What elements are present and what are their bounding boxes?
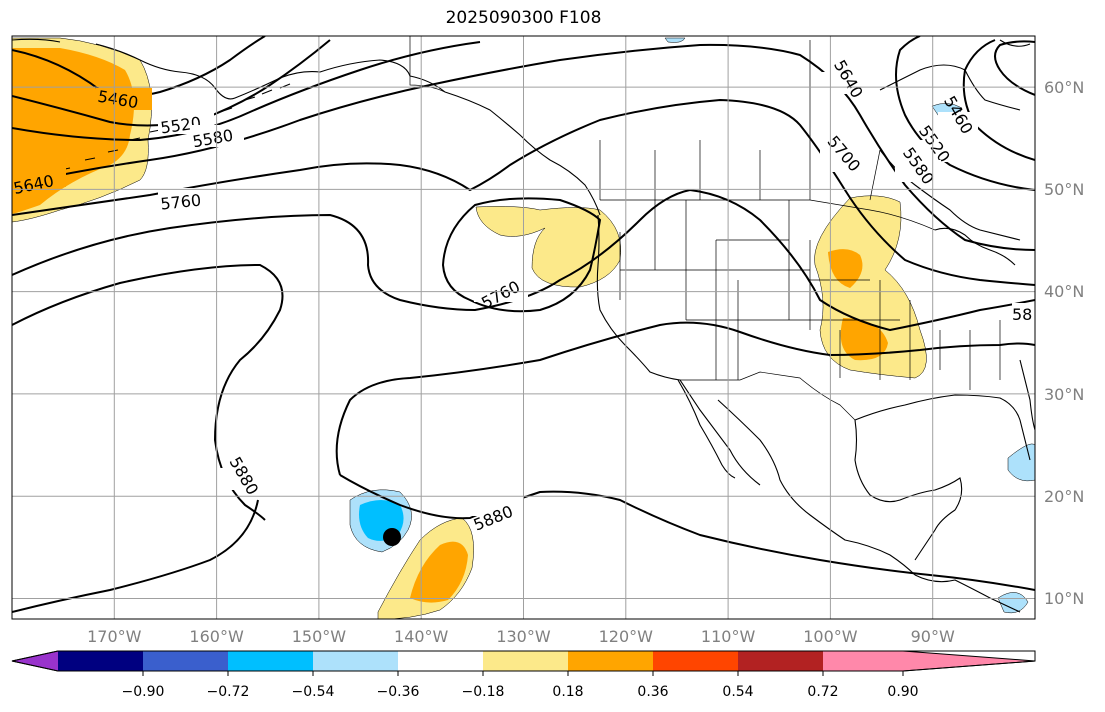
political-boundaries <box>409 36 1001 421</box>
canada-province-lines <box>599 40 881 201</box>
central-america <box>914 574 1021 613</box>
contour-5880 <box>12 321 1035 613</box>
colorbar-tick-label: −0.72 <box>207 684 250 700</box>
anomaly-shade-plains-core-s <box>840 318 888 361</box>
lon-label: 150°W <box>292 627 347 646</box>
colorbar-tick-label: 0.72 <box>807 684 838 700</box>
contour-5460-east <box>994 40 1035 96</box>
storm-center-marker <box>383 528 401 546</box>
colorbar-tick-label: −0.54 <box>292 684 335 700</box>
contour-5820-loop <box>441 197 602 313</box>
great-lakes <box>934 227 1016 266</box>
lon-label: 170°W <box>87 627 142 646</box>
colorbar-tick-label: 0.18 <box>552 684 583 700</box>
lon-label: 90°W <box>911 627 955 646</box>
lon-label: 110°W <box>701 627 756 646</box>
anomaly-shade-alaska <box>664 37 686 43</box>
colorbar-tick-label: −0.90 <box>122 684 165 700</box>
lon-label: 140°W <box>394 627 449 646</box>
lat-label: 50°N <box>1044 180 1084 199</box>
colorbar-extend-high <box>903 651 1035 671</box>
longitude-labels: 170°W 160°W 150°W 140°W 130°W 120°W 110°… <box>87 627 955 646</box>
gulf-coast <box>854 394 1031 561</box>
graticule <box>12 36 1035 619</box>
colorbar-segment <box>483 651 568 671</box>
us-mexico-border <box>680 371 856 421</box>
latitude-labels: 10°N 20°N 30°N 40°N 50°N 60°N <box>1044 78 1084 608</box>
contour-5460-nw <box>12 36 266 97</box>
lat-label: 60°N <box>1044 78 1084 97</box>
lat-label: 20°N <box>1044 487 1084 506</box>
lon-label: 160°W <box>189 627 244 646</box>
lon-label: 130°W <box>496 627 551 646</box>
lat-label: 10°N <box>1044 589 1084 608</box>
us-canada-border <box>600 199 936 231</box>
us-west-coast <box>596 214 761 486</box>
colorbar-ticks <box>142 671 904 676</box>
colorbar-extend-low <box>12 651 58 671</box>
contour-label: 5760 <box>160 190 202 213</box>
contour-5880-south <box>339 474 1035 591</box>
colorbar: −0.90 −0.72 −0.54 −0.36 −0.18 0.18 0.36 … <box>11 650 1036 700</box>
colorbar-segment <box>398 651 483 671</box>
colorbar-segment <box>738 651 823 671</box>
colorbar-segment <box>823 651 903 671</box>
anomaly-shade-plains-core-n <box>828 249 863 288</box>
anomaly-shade-east-pacific-core <box>410 541 468 603</box>
contour-5580-nw <box>12 41 481 142</box>
colorbar-segment <box>653 651 738 671</box>
anomaly-shade-gulf <box>1007 443 1035 482</box>
contour-label: 58 <box>1012 305 1032 324</box>
mexico-west-coast <box>717 399 916 576</box>
colorbar-tick-label: 0.36 <box>637 684 668 700</box>
map-title: 2025090300 F108 <box>445 8 602 28</box>
colorbar-tick-label: 0.90 <box>887 684 918 700</box>
lat-label: 30°N <box>1044 385 1084 404</box>
lon-label: 120°W <box>599 627 654 646</box>
alaska-coast <box>12 38 601 216</box>
colorbar-tick-label: 0.54 <box>722 684 753 700</box>
contour-5700 <box>12 98 1035 286</box>
southeast-coast <box>1019 359 1035 431</box>
anomaly-shade-caribbean <box>997 592 1029 614</box>
lat-label: 40°N <box>1044 282 1084 301</box>
colorbar-tick-label: −0.18 <box>462 684 505 700</box>
lon-label: 100°W <box>803 627 858 646</box>
colorbar-segment <box>58 651 143 671</box>
colorbar-tick-label: −0.36 <box>377 684 420 700</box>
map-frame <box>11 35 1036 620</box>
colorbar-segment <box>143 651 228 671</box>
baja-peninsula <box>677 379 736 479</box>
colorbar-segment <box>228 651 313 671</box>
contour-eastern-low <box>895 36 1035 191</box>
colorbar-segment <box>568 651 653 671</box>
colorbar-segment <box>313 651 398 671</box>
contour-5760 <box>12 188 1035 332</box>
